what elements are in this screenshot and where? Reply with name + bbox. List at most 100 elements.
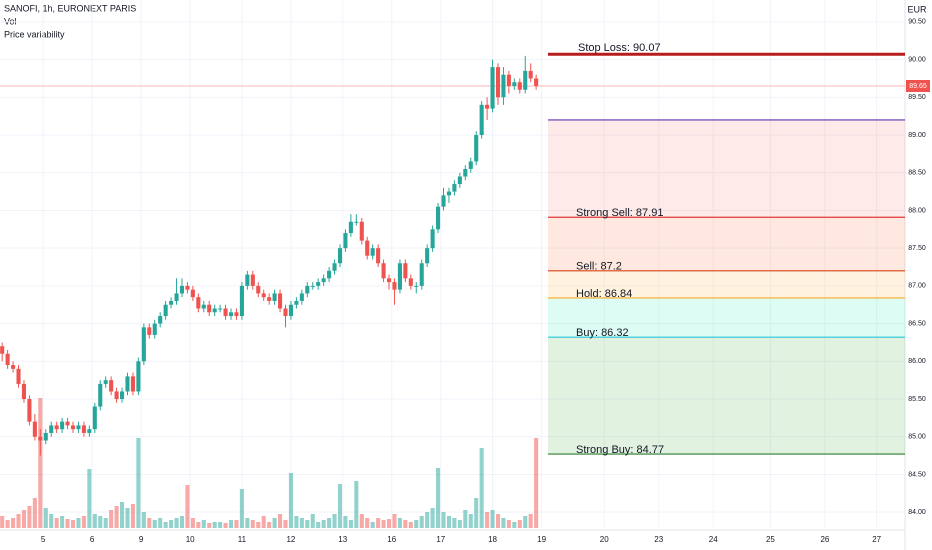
candle-body	[218, 308, 223, 310]
candle-body	[468, 161, 473, 169]
volume-bar	[332, 514, 337, 528]
volume-bar	[21, 510, 27, 528]
volume-bar	[528, 514, 533, 528]
y-tick-label: 89.00	[908, 132, 926, 139]
level-zone	[548, 270, 905, 298]
volume-bar	[16, 514, 21, 528]
candle-body	[365, 240, 370, 256]
y-tick-label: 85.50	[908, 396, 926, 403]
indicator-label: Price variability	[4, 29, 65, 39]
level-label: Strong Sell: 87.91	[576, 207, 663, 219]
volume-bar	[152, 520, 157, 528]
candle-body	[27, 399, 32, 422]
volume-bar	[294, 516, 299, 528]
candle-body	[16, 368, 21, 384]
x-tick-label: 11	[238, 535, 247, 544]
volume-bar	[386, 519, 392, 528]
volume-bar	[147, 518, 152, 528]
volume-bar	[103, 518, 108, 528]
candle-body	[245, 274, 250, 286]
candle-body	[414, 285, 419, 287]
candle-body	[136, 361, 141, 392]
volume-bar	[310, 514, 315, 528]
candle-body	[430, 229, 435, 249]
candle-body	[114, 391, 119, 400]
candle-body	[130, 376, 135, 392]
candle-body	[49, 425, 54, 433]
volume-bar	[348, 520, 353, 528]
volume-bar	[305, 520, 310, 528]
candle-body	[174, 293, 179, 301]
candle-body	[32, 421, 37, 437]
level-label: Hold: 86.84	[576, 288, 632, 300]
candle-body	[190, 289, 195, 298]
candle-body	[441, 195, 446, 207]
volume-bar	[174, 518, 179, 528]
candle-body	[386, 278, 392, 283]
volume-bar	[501, 518, 506, 528]
volume-bar	[212, 522, 217, 528]
volume-bar	[60, 516, 65, 528]
candle-body	[212, 308, 217, 313]
volume-bar	[441, 512, 446, 528]
x-tick-label: 26	[820, 535, 829, 544]
volume-bar	[267, 522, 272, 528]
volume-bar	[430, 508, 435, 528]
candle-body	[294, 300, 299, 305]
candle-body	[506, 74, 511, 86]
volume-bar	[218, 522, 223, 528]
candle-body	[278, 293, 283, 309]
y-tick-label: 88.00	[908, 207, 926, 214]
volume-bar	[43, 508, 48, 528]
candle-body	[305, 285, 310, 294]
volume-bar	[468, 514, 473, 528]
volume-bar	[446, 516, 452, 528]
x-tick-label: 12	[286, 535, 295, 544]
volume-bar	[136, 438, 141, 528]
volume-bar	[403, 520, 408, 528]
candle-body	[392, 282, 397, 290]
candle-body	[299, 293, 304, 301]
volume-bar	[359, 514, 364, 528]
volume-bar	[11, 518, 16, 528]
y-tick-label: 87.50	[908, 245, 926, 252]
y-tick-label: 84.00	[908, 509, 926, 516]
volume-bar	[343, 516, 348, 528]
candle-body	[163, 304, 168, 317]
volume-bar	[27, 506, 32, 528]
stop-loss-label: Stop Loss: 90.07	[578, 42, 661, 54]
volume-bar	[512, 522, 517, 528]
volume-bar	[125, 508, 130, 528]
candle-body	[332, 263, 337, 271]
x-tick-label: 25	[766, 535, 775, 544]
currency-label: EUR	[907, 4, 927, 14]
candle-body	[207, 304, 212, 313]
candle-body	[54, 425, 59, 430]
volume-bar	[381, 520, 386, 528]
volume-bar	[517, 520, 522, 528]
y-tick-label: 90.50	[908, 19, 926, 26]
candle-body	[70, 425, 76, 430]
candle-body	[359, 221, 364, 241]
candle-body	[147, 327, 152, 335]
candle-body	[316, 282, 321, 286]
candle-body	[354, 221, 359, 223]
candle-body	[272, 293, 277, 301]
volume-bar	[457, 520, 462, 528]
candle-body	[228, 312, 234, 317]
volume-bar	[239, 489, 244, 528]
volume-bar	[98, 516, 103, 528]
volume-bar	[234, 520, 239, 528]
level-zone	[548, 337, 905, 455]
candle-body	[98, 383, 103, 407]
candle-body	[179, 285, 185, 294]
grid	[0, 0, 905, 530]
x-tick-label: 24	[709, 535, 718, 544]
volume-bar	[419, 516, 424, 528]
candle-body	[348, 221, 353, 234]
volume-bar	[109, 510, 114, 528]
volume-bar	[32, 498, 37, 528]
volume-bar	[414, 520, 419, 528]
candle-body	[60, 421, 65, 430]
y-tick-label: 86.50	[908, 320, 926, 327]
